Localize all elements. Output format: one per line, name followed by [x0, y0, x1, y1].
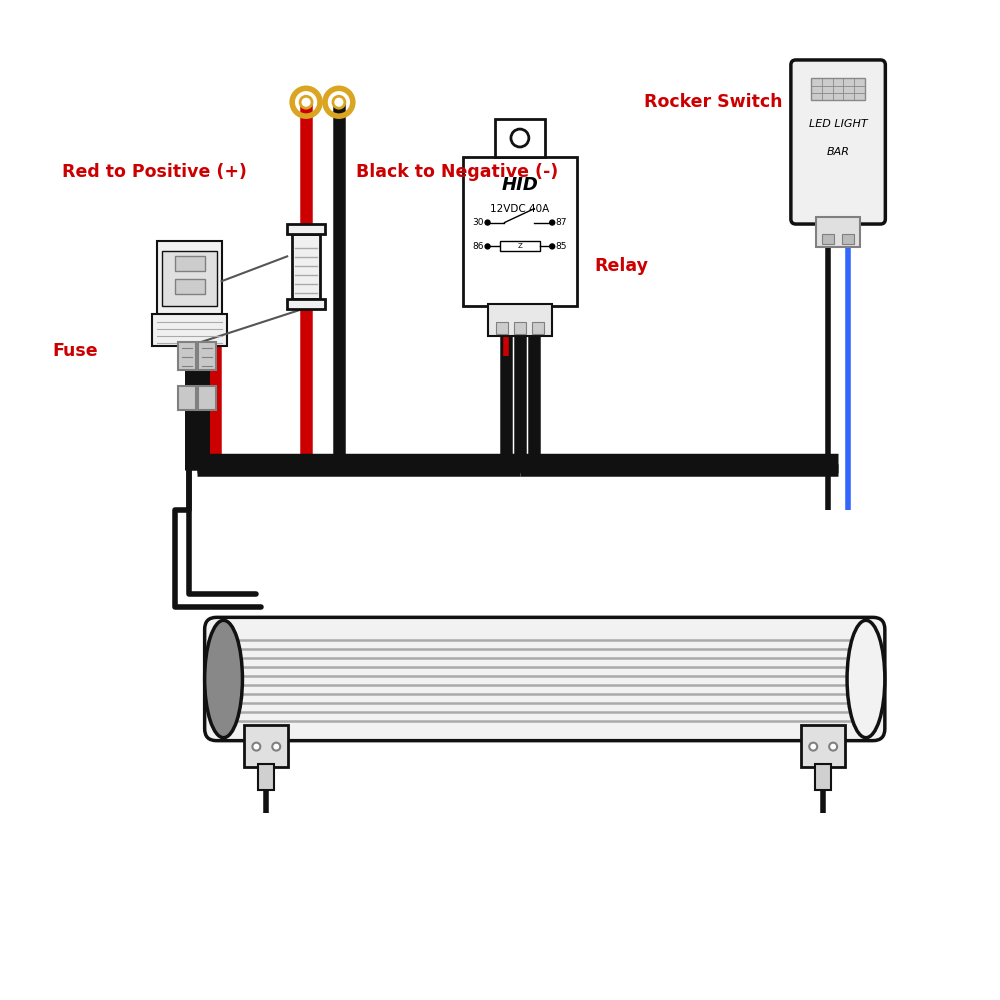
FancyBboxPatch shape — [822, 234, 834, 244]
FancyBboxPatch shape — [198, 386, 216, 410]
FancyBboxPatch shape — [842, 234, 854, 244]
Circle shape — [252, 743, 260, 751]
FancyBboxPatch shape — [292, 234, 320, 299]
Circle shape — [511, 129, 529, 147]
FancyBboxPatch shape — [287, 224, 325, 234]
FancyBboxPatch shape — [205, 617, 885, 741]
Circle shape — [485, 244, 490, 249]
FancyBboxPatch shape — [791, 60, 885, 224]
FancyBboxPatch shape — [495, 119, 545, 157]
Text: BAR: BAR — [827, 147, 850, 157]
FancyBboxPatch shape — [488, 304, 552, 336]
Text: Relay: Relay — [594, 257, 648, 275]
Circle shape — [272, 743, 280, 751]
FancyBboxPatch shape — [496, 322, 508, 334]
Circle shape — [485, 220, 490, 225]
FancyBboxPatch shape — [244, 725, 288, 767]
FancyBboxPatch shape — [175, 279, 205, 294]
FancyBboxPatch shape — [157, 241, 222, 316]
Text: Z: Z — [518, 243, 523, 249]
Ellipse shape — [847, 620, 885, 738]
Text: 30: 30 — [473, 218, 484, 227]
FancyBboxPatch shape — [178, 342, 196, 370]
FancyBboxPatch shape — [816, 217, 860, 247]
Text: Red to Positive (+): Red to Positive (+) — [62, 163, 247, 181]
Text: Rocker Switch: Rocker Switch — [644, 93, 783, 111]
Circle shape — [550, 220, 555, 225]
Circle shape — [300, 96, 312, 108]
Ellipse shape — [205, 620, 242, 738]
Text: 87: 87 — [556, 218, 567, 227]
Text: Fuse: Fuse — [53, 342, 98, 360]
FancyBboxPatch shape — [287, 299, 325, 309]
FancyBboxPatch shape — [463, 157, 577, 306]
FancyBboxPatch shape — [801, 725, 845, 767]
FancyBboxPatch shape — [815, 764, 831, 790]
Circle shape — [809, 743, 817, 751]
FancyBboxPatch shape — [500, 241, 540, 251]
FancyBboxPatch shape — [198, 342, 216, 370]
Text: LED LIGHT: LED LIGHT — [809, 119, 867, 129]
Circle shape — [550, 244, 555, 249]
Text: 12VDC 40A: 12VDC 40A — [490, 204, 550, 214]
FancyBboxPatch shape — [175, 256, 205, 271]
FancyBboxPatch shape — [811, 78, 865, 100]
FancyBboxPatch shape — [258, 764, 274, 790]
Text: HID: HID — [501, 176, 538, 194]
Text: 86: 86 — [473, 242, 484, 251]
Text: 85: 85 — [556, 242, 567, 251]
FancyBboxPatch shape — [152, 314, 227, 346]
FancyBboxPatch shape — [532, 322, 544, 334]
Circle shape — [333, 96, 345, 108]
FancyBboxPatch shape — [178, 386, 196, 410]
Circle shape — [829, 743, 837, 751]
FancyBboxPatch shape — [514, 322, 526, 334]
FancyBboxPatch shape — [162, 251, 217, 306]
Text: Black to Negative (-): Black to Negative (-) — [356, 163, 558, 181]
